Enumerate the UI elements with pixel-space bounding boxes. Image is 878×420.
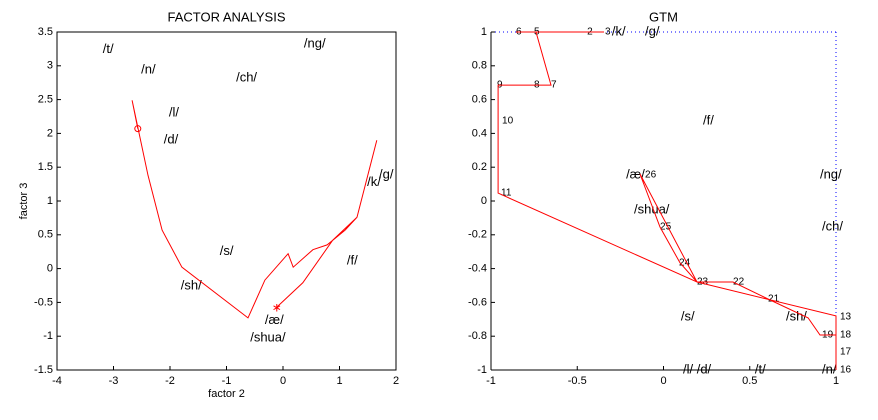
annotation: /g/ [645, 23, 660, 38]
point-label: 18 [840, 330, 852, 341]
y-tick-label: -0.4 [468, 263, 487, 275]
annotation: /n/ [141, 61, 156, 76]
annotation: /t/ [103, 41, 114, 56]
panel: FACTOR ANALYSIS factor 2 factor 3 -4 -3 -2 -1 0… [18, 9, 399, 399]
x-tick-label: 2 [393, 375, 399, 387]
annotation: /l/ [169, 105, 180, 120]
panel: GTM -1 -0.5 0 0.5 1 -1 -0.8 -0.6 -0.4 -0.2 0 0.2 0.4 0… [468, 9, 851, 386]
y-tick-label: -1.5 [34, 364, 53, 376]
y-tick-label: -0.5 [34, 296, 53, 308]
point-label: 16 [840, 365, 852, 376]
x-tick-label: 1 [833, 375, 839, 387]
y-axis-label: factor 3 [18, 183, 30, 220]
data-line [497, 31, 837, 370]
plot-frame [56, 31, 397, 371]
annotation: /s/ [220, 243, 234, 258]
point-label: 13 [840, 312, 852, 323]
annotation: /ch/ [236, 69, 257, 84]
y-tick-label: 3 [47, 60, 53, 72]
x-tick-label: 0.5 [742, 375, 757, 387]
x-tick-label: 0 [280, 375, 286, 387]
y-tick-label: 1 [481, 26, 487, 38]
annotation: /l/ /d/ [683, 361, 712, 376]
point-label: 7 [551, 80, 557, 91]
annotation: /sh/ [786, 308, 807, 323]
y-tick-label: 1 [47, 195, 53, 207]
y-tick-label: -1 [43, 330, 53, 342]
annotation: /ch/ [822, 218, 843, 233]
annotation: /s/ [681, 308, 695, 323]
y-tick-label: -1 [477, 364, 487, 376]
annotation: /k/ [367, 174, 381, 189]
end-marker: ∗ [272, 300, 282, 314]
point-label: 21 [768, 294, 780, 305]
y-tick-label: 2 [47, 127, 53, 139]
chart-title: FACTOR ANALYSIS [167, 9, 285, 24]
y-tick-label: -0.6 [468, 296, 487, 308]
point-label: 17 [840, 347, 852, 358]
y-tick-label: -0.2 [468, 229, 487, 241]
y-tick-label: 0.6 [472, 94, 487, 106]
x-tick-label: 0 [660, 375, 666, 387]
y-tick-label: 0.5 [38, 229, 53, 241]
chart-title: GTM [649, 9, 678, 24]
annotation: /æ/ [265, 312, 284, 327]
annotation: /n/ [822, 361, 837, 376]
x-tick-label: -3 [109, 375, 119, 387]
point-label: 3 [605, 27, 611, 38]
annotation: /f/ [703, 113, 714, 128]
y-tick-label: -0.8 [468, 330, 487, 342]
y-tick-label: 1.5 [38, 161, 53, 173]
point-label: 26 [645, 170, 657, 181]
annotation: /ng/ [820, 166, 842, 181]
x-tick-label: -0.5 [568, 375, 587, 387]
annotation: /t/ [755, 361, 766, 376]
point-label: 25 [660, 222, 672, 233]
start-marker [134, 125, 142, 133]
y-tick-label: 0.4 [472, 127, 487, 139]
point-label: 24 [679, 258, 691, 269]
point-label: 10 [502, 116, 514, 127]
x-axis-label: factor 2 [208, 388, 245, 400]
annotation: /sh/ [181, 278, 202, 293]
y-tick-label: 0.2 [472, 161, 487, 173]
annotation: /shua/ [634, 201, 670, 216]
annotation: /shua/ [250, 330, 286, 345]
x-tick-label: -1 [222, 375, 232, 387]
x-tick-label: -1 [486, 375, 496, 387]
y-tick-label: 0.8 [472, 60, 487, 72]
data-line [131, 100, 378, 319]
annotation: /d/ [164, 132, 179, 147]
annotation: /k/ [612, 23, 626, 38]
y-tick-label: 0 [47, 263, 53, 275]
annotation: /g/ [379, 167, 394, 182]
annotation: /ng/ [304, 36, 326, 51]
x-tick-label: 1 [336, 375, 342, 387]
x-tick-label: -2 [165, 375, 175, 387]
x-tick-label: -4 [52, 375, 62, 387]
y-tick-label: 3.5 [38, 26, 53, 38]
y-tick-label: 2.5 [38, 94, 53, 106]
annotation: /f/ [347, 253, 358, 268]
y-tick-label: 0 [481, 195, 487, 207]
point-label: 11 [501, 188, 512, 199]
point-label: 22 [733, 277, 745, 288]
annotation: /æ/ [626, 166, 645, 181]
